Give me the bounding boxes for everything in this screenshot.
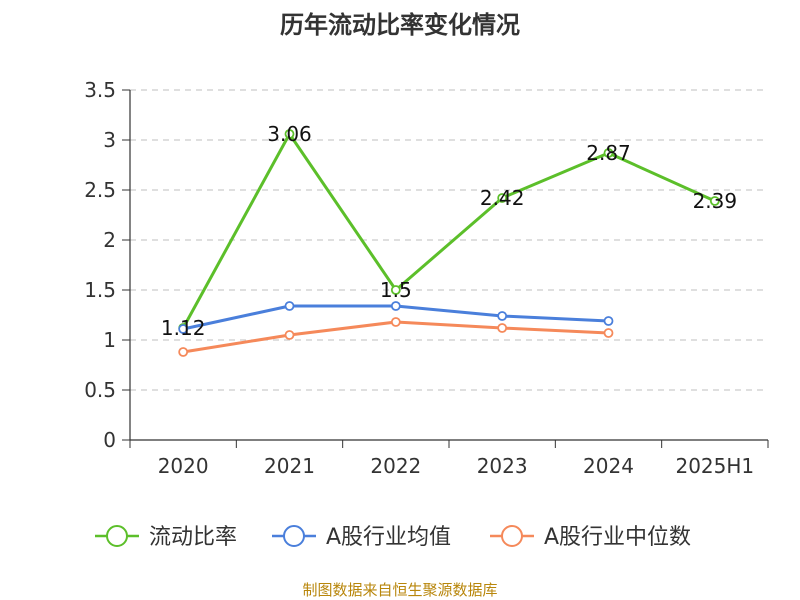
legend-label: A股行业均值	[326, 525, 451, 550]
data-label: 3.06	[267, 122, 312, 146]
legend-marker	[501, 525, 523, 547]
x-tick-label: 2020	[158, 454, 209, 478]
data-point	[603, 148, 614, 158]
data-label: 2.87	[586, 141, 631, 165]
y-tick-label: 0.5	[84, 378, 116, 402]
data-point	[497, 193, 508, 203]
legend-item-0[interactable]: 流动比率	[95, 525, 237, 550]
legend: 流动比率 A股行业均值 A股行业中位数	[95, 525, 691, 550]
data-point	[284, 330, 295, 340]
grid-lines	[130, 89, 768, 391]
legend-item-1[interactable]: A股行业均值	[272, 525, 451, 550]
data-point	[603, 328, 614, 338]
data-point	[178, 347, 189, 357]
data-label: 2.39	[693, 189, 738, 213]
y-tick-label: 3	[103, 128, 116, 152]
legend-marker	[283, 525, 305, 547]
y-tick-label: 2	[103, 228, 116, 252]
series-line-0	[181, 132, 716, 329]
data-point	[390, 285, 401, 295]
legend-item-2[interactable]: A股行业中位数	[490, 525, 691, 550]
legend-label: 流动比率	[149, 525, 237, 550]
y-tick-label: 1.5	[84, 278, 116, 302]
data-point	[709, 196, 720, 206]
data-point	[284, 301, 295, 311]
x-tick-label: 2025H1	[675, 454, 754, 478]
source-note: 制图数据来自恒生聚源数据库	[302, 581, 497, 599]
data-point	[603, 316, 614, 326]
x-tick-label: 2021	[264, 454, 315, 478]
y-tick-label: 1	[103, 328, 116, 352]
series-layer	[178, 129, 720, 357]
y-tick-label: 2.5	[84, 178, 116, 202]
data-label: 1.12	[161, 316, 206, 340]
legend-label: A股行业中位数	[544, 525, 691, 550]
data-label: 1.5	[380, 278, 412, 302]
data-point	[497, 323, 508, 333]
data-point	[497, 311, 508, 321]
data-point	[178, 324, 189, 334]
legend-marker	[106, 525, 128, 547]
x-tick-label: 2023	[477, 454, 528, 478]
data-point	[390, 317, 401, 327]
chart-title: 历年流动比率变化情况	[280, 11, 520, 39]
x-tick-label: 2022	[370, 454, 421, 478]
y-tick-label: 0	[103, 428, 116, 452]
data-point	[284, 129, 295, 139]
axes: 0 0.5 1 1.5 2 2.5 3 3.5 2020 2021 2022 2023 2024 2025…	[84, 78, 769, 478]
y-tick-label: 3.5	[84, 78, 116, 102]
data-labels: 1.12 3.06 1.5 2.42 2.87 2.39	[161, 122, 737, 340]
data-point	[390, 301, 401, 311]
data-label: 2.42	[480, 186, 525, 210]
x-tick-label: 2024	[583, 454, 634, 478]
